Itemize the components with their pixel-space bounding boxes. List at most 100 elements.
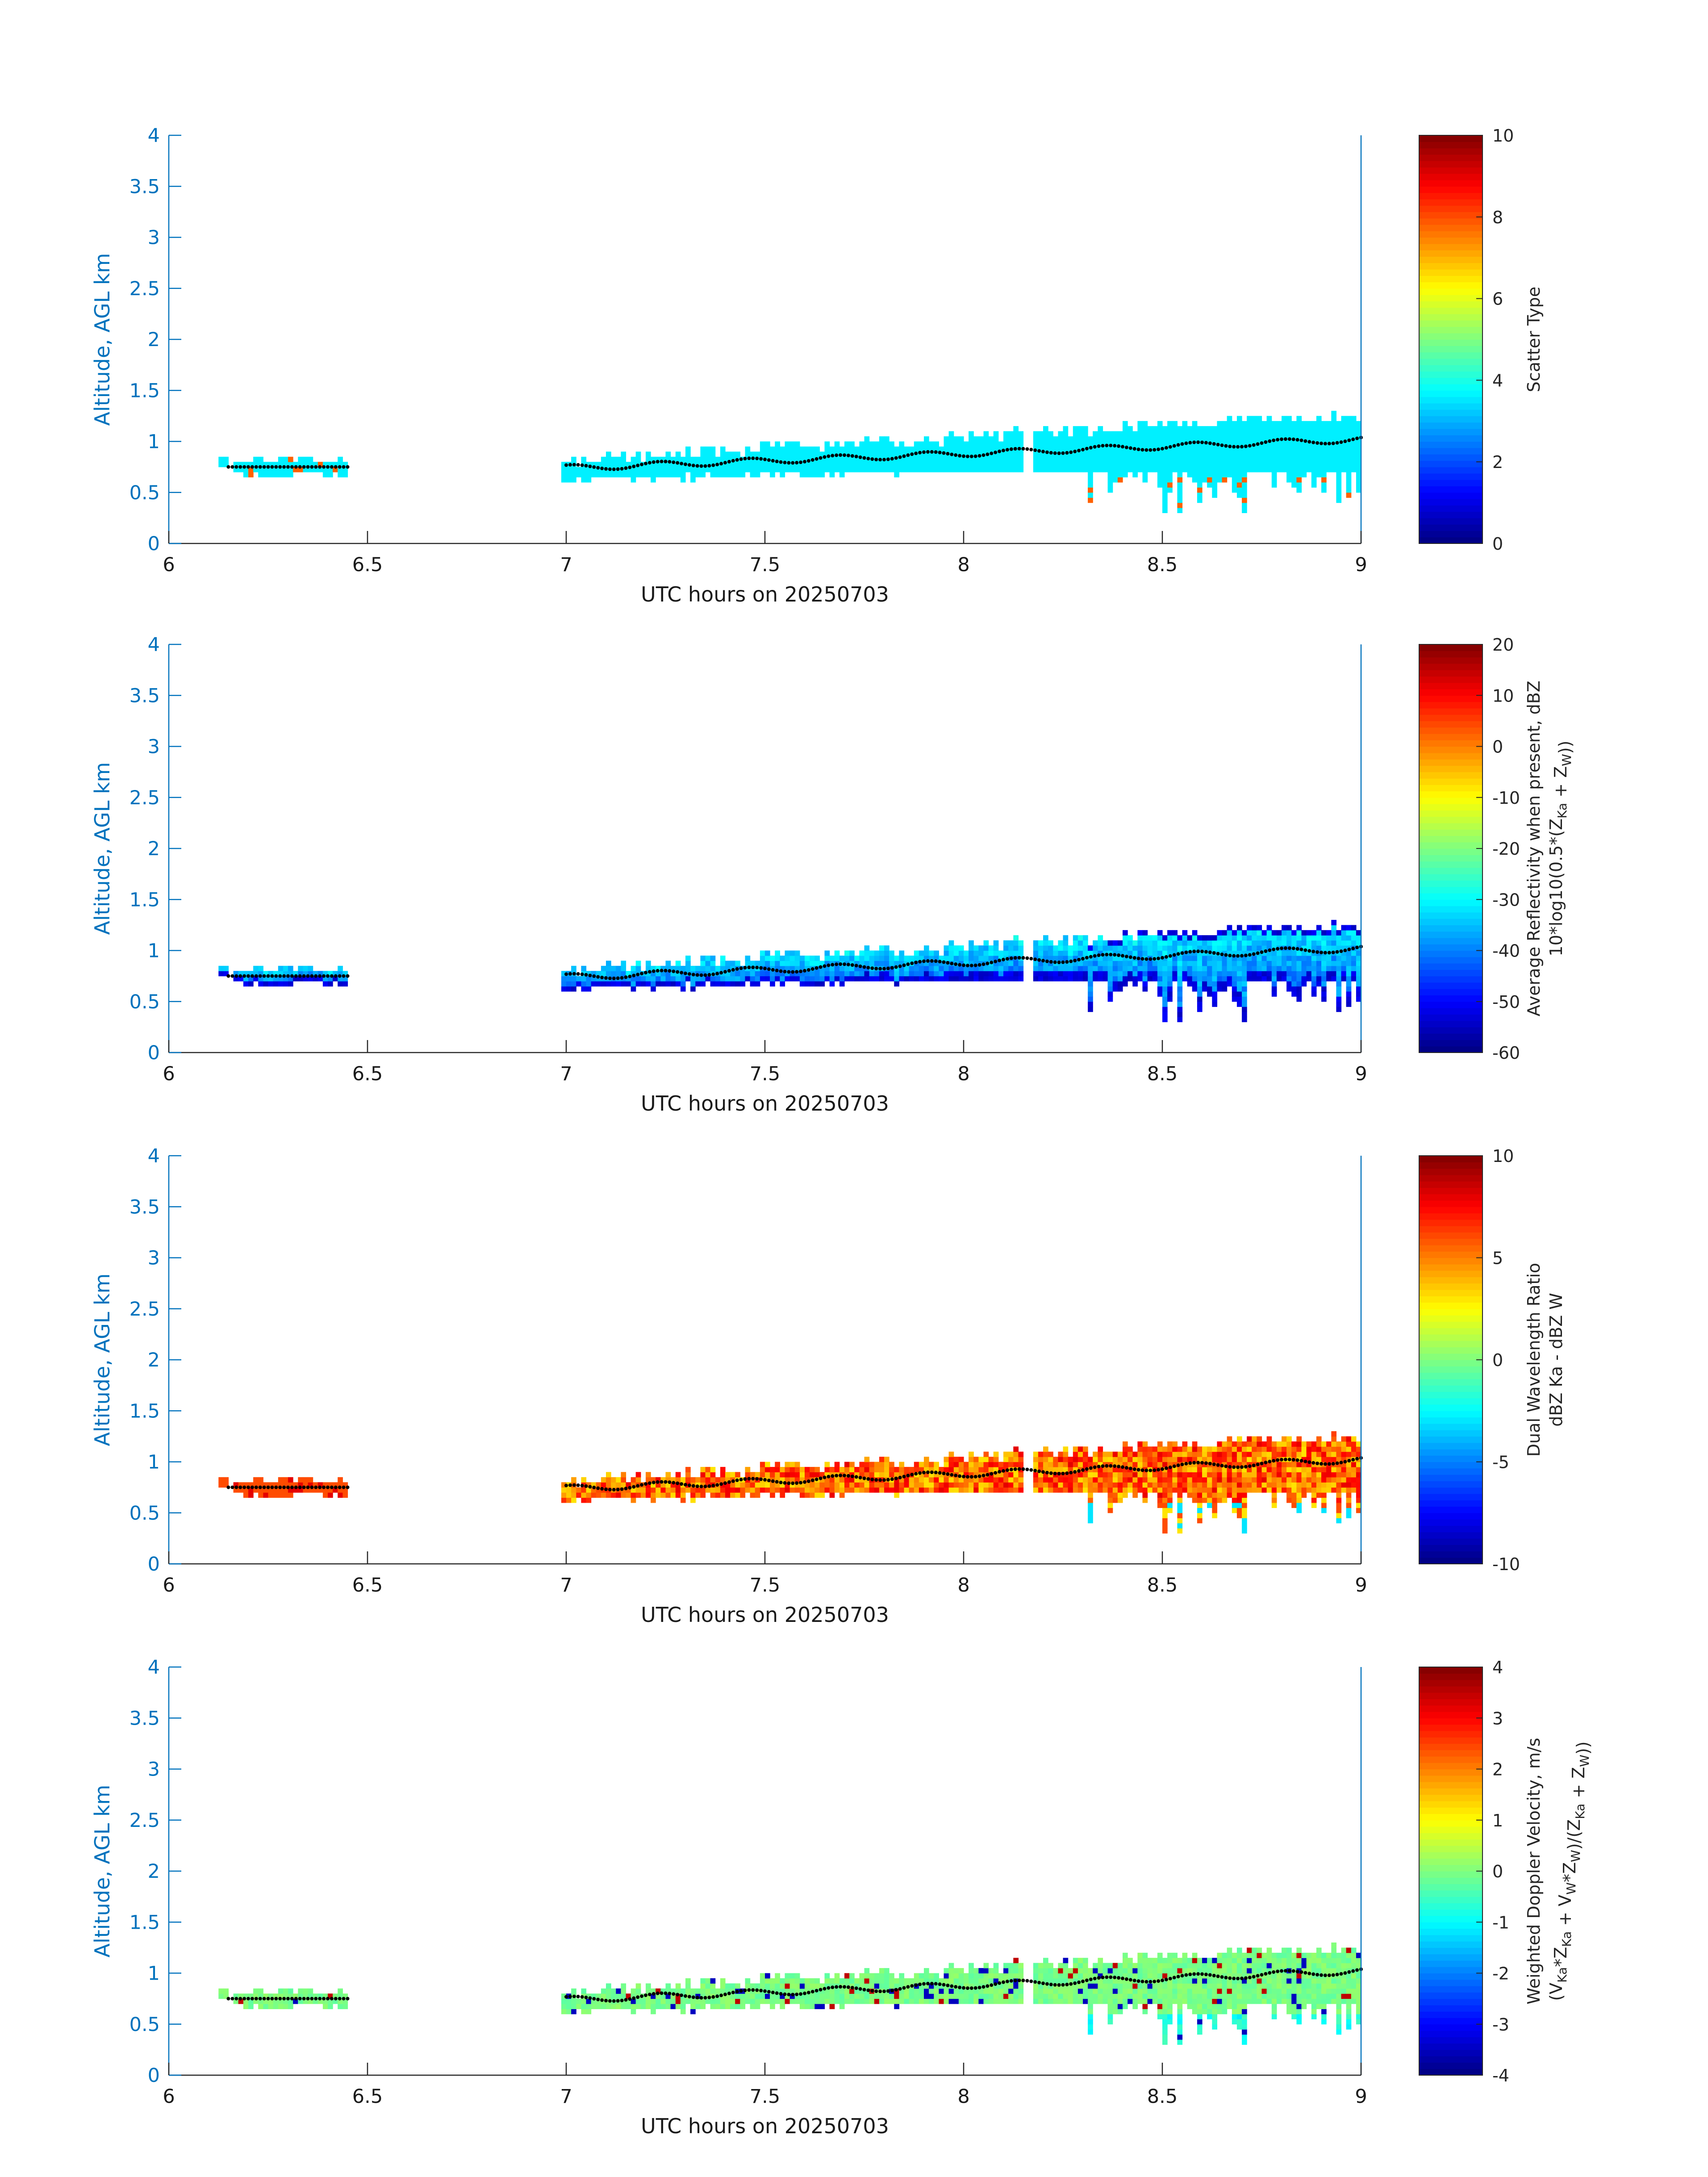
- x-tick-label: 9: [1355, 1063, 1367, 1085]
- heatmap-cell: [988, 456, 994, 462]
- heatmap-cell: [1336, 492, 1342, 498]
- cloud-base-dot: [282, 1485, 286, 1489]
- heatmap-cell: [1296, 431, 1302, 437]
- heatmap-cell: [839, 955, 845, 961]
- heatmap-cell: [770, 981, 775, 987]
- cloud-base-dot: [620, 467, 624, 471]
- heatmap-cell: [1257, 421, 1262, 426]
- heatmap-cell: [1048, 441, 1053, 447]
- heatmap-cell: [765, 1472, 770, 1478]
- heatmap-cell: [1266, 421, 1272, 426]
- heatmap-cell: [1212, 1451, 1217, 1457]
- heatmap-cell: [1088, 1477, 1093, 1483]
- heatmap-cell: [1316, 1462, 1322, 1467]
- heatmap-cell: [1227, 961, 1232, 966]
- heatmap-cell: [834, 1462, 840, 1467]
- heatmap-cell: [1336, 1446, 1342, 1452]
- colorbar-swatch: [1419, 428, 1482, 435]
- cloud-base-dot: [839, 962, 843, 966]
- heatmap-cell: [670, 456, 676, 462]
- heatmap-cell: [1172, 1451, 1178, 1457]
- heatmap-cell: [1341, 1472, 1347, 1478]
- cloud-base-dot: [632, 1485, 636, 1489]
- heatmap-cell: [1142, 1446, 1148, 1452]
- cloud-base-dot: [258, 1485, 262, 1489]
- heatmap-cell: [1316, 441, 1322, 447]
- heatmap-cell: [725, 472, 731, 477]
- heatmap-cell: [1018, 950, 1024, 956]
- cloud-base-dot: [1029, 1468, 1033, 1472]
- heatmap-cell: [1147, 965, 1153, 971]
- heatmap-cell: [780, 1492, 785, 1498]
- heatmap-cell: [1316, 1451, 1322, 1457]
- heatmap-cell: [969, 1487, 974, 1493]
- cloud-base-dot: [246, 465, 250, 469]
- heatmap-cell: [1266, 925, 1272, 931]
- cloud-base-dot: [862, 1476, 866, 1480]
- heatmap-cell: [889, 976, 894, 982]
- heatmap-cell: [656, 1492, 661, 1498]
- heatmap-cell: [601, 981, 606, 987]
- heatmap-cell: [1236, 451, 1242, 457]
- heatmap-cell: [1296, 971, 1302, 977]
- heatmap-cell: [626, 1492, 631, 1498]
- heatmap-cell: [1008, 431, 1014, 437]
- heatmap-cell: [993, 961, 999, 966]
- heatmap-cell: [794, 467, 800, 472]
- heatmap-cell: [1013, 1477, 1019, 1483]
- heatmap-cell: [1261, 1467, 1267, 1472]
- heatmap-cell: [1083, 945, 1088, 951]
- heatmap-cell: [988, 436, 994, 442]
- heatmap-cell: [969, 1467, 974, 1472]
- heatmap-cell: [248, 1482, 254, 1488]
- heatmap-cell: [1222, 426, 1228, 432]
- heatmap-cell: [1192, 950, 1198, 956]
- heatmap-cell: [1008, 1472, 1014, 1478]
- cloud-base-dot: [946, 961, 950, 965]
- heatmap-cell: [651, 462, 656, 468]
- heatmap-cell: [1107, 436, 1113, 442]
- heatmap-cell: [631, 477, 636, 483]
- heatmap-cell: [983, 456, 989, 462]
- heatmap-cell: [1088, 492, 1093, 498]
- heatmap-cell: [1242, 1528, 1247, 1534]
- heatmap-cell: [1212, 492, 1217, 498]
- heatmap-cell: [338, 472, 343, 477]
- colorbar-swatch: [1419, 180, 1482, 187]
- cloud-base-dot: [668, 460, 672, 464]
- heatmap-cell: [998, 1462, 1004, 1467]
- heatmap-cell: [273, 1492, 279, 1498]
- heatmap-cell: [1112, 986, 1118, 992]
- heatmap-cell: [1266, 416, 1272, 422]
- heatmap-cell: [328, 1492, 333, 1498]
- heatmap-cell: [844, 1482, 850, 1488]
- heatmap-cell: [1261, 971, 1267, 977]
- heatmap-cell: [1102, 1467, 1108, 1472]
- colorbar-swatch: [1419, 486, 1482, 493]
- heatmap-cell: [1311, 1502, 1317, 1508]
- heatmap-cell: [953, 971, 959, 977]
- heatmap-cell: [1207, 965, 1212, 971]
- heatmap-cell: [1242, 451, 1247, 457]
- heatmap-cell: [626, 971, 631, 977]
- heatmap-cell: [586, 462, 592, 468]
- heatmap-cell: [964, 451, 969, 457]
- heatmap-cell: [1296, 462, 1302, 468]
- heatmap-cell: [973, 1462, 979, 1467]
- heatmap-cell: [1316, 1487, 1322, 1493]
- heatmap-cell: [1102, 1462, 1108, 1467]
- colorbar-swatch: [1419, 969, 1482, 977]
- heatmap-cell: [740, 467, 746, 472]
- heatmap-cell: [635, 467, 641, 472]
- cloud-base-dot: [835, 962, 839, 966]
- heatmap-cell: [596, 1487, 601, 1493]
- heatmap-cell: [958, 451, 964, 457]
- heatmap-cell: [1301, 1492, 1307, 1498]
- heatmap-cell: [1257, 945, 1262, 951]
- heatmap-cell: [1257, 935, 1262, 941]
- heatmap-cell: [586, 986, 592, 992]
- heatmap-cell: [914, 467, 919, 472]
- heatmap-cell: [298, 456, 303, 462]
- heatmap-cell: [914, 965, 919, 971]
- heatmap-cell: [1242, 1518, 1247, 1524]
